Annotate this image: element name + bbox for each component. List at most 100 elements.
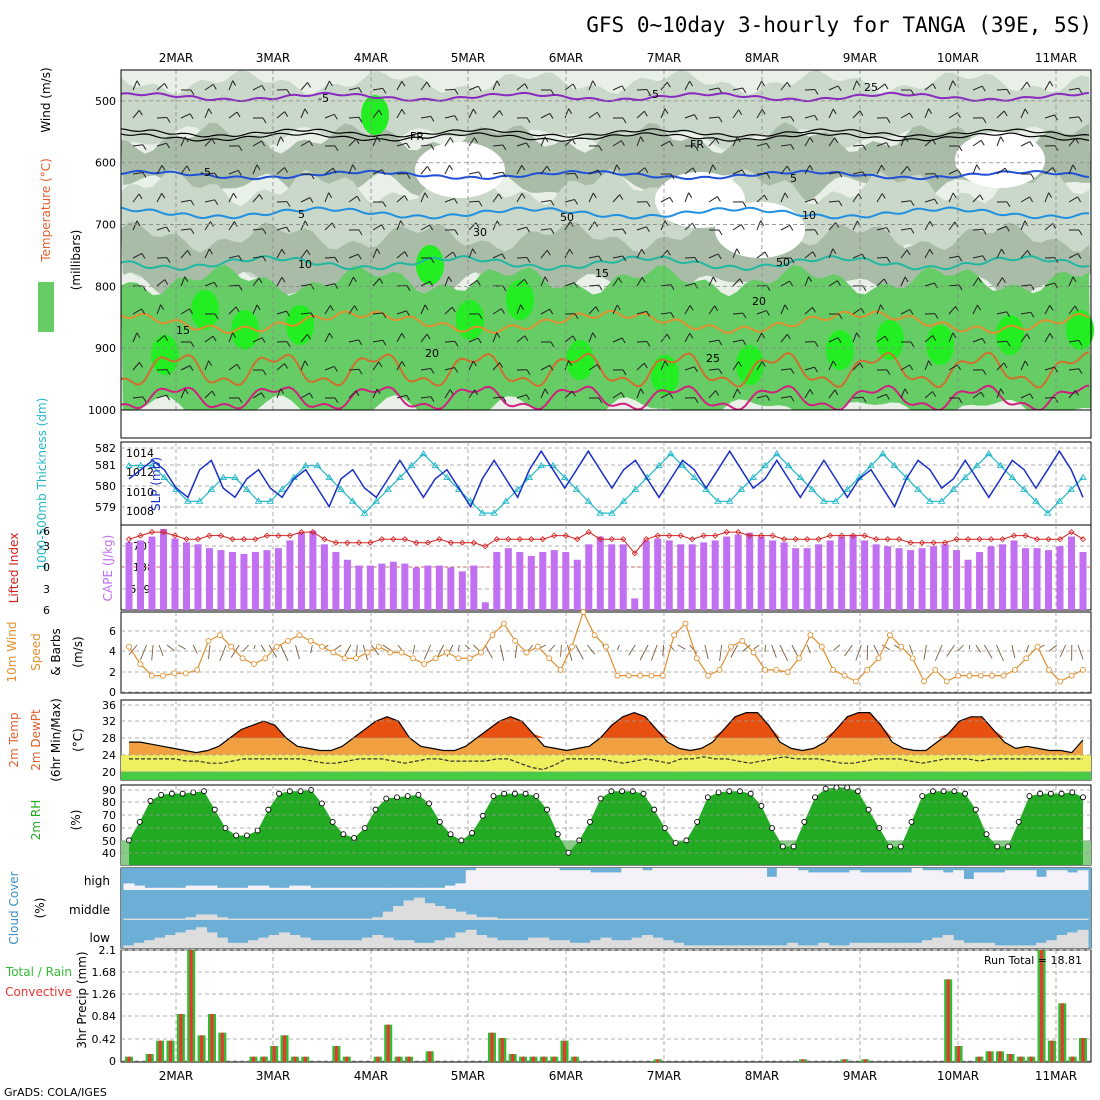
surface-barb (465, 644, 471, 650)
cloud-bar (901, 918, 913, 920)
cloud-bar (859, 872, 871, 890)
surface-barb (855, 644, 862, 661)
thickness-marker (360, 509, 369, 516)
wind-barb (1068, 164, 1074, 175)
wind-speed-marker (784, 669, 791, 676)
surface-barb (651, 644, 658, 661)
cape-bar (148, 536, 156, 610)
wind-barb (1068, 138, 1076, 147)
wind-barb (444, 306, 453, 315)
pressure-tick: 700 (95, 219, 116, 232)
wind-barb-flag (838, 171, 843, 178)
cloud-bar (849, 918, 861, 920)
wind-barb-flag (233, 221, 238, 227)
wind-barb-flag (210, 221, 214, 227)
wind-barb-flag (1029, 141, 1034, 147)
cloud-bar (590, 872, 602, 890)
surface-barb (423, 644, 432, 660)
wind-barb-flag (401, 361, 406, 367)
wind-barb (156, 165, 163, 175)
cloud-bar (123, 883, 135, 890)
wind-barb (540, 112, 551, 119)
wind-barb (396, 109, 403, 119)
cloud-bar (1025, 945, 1037, 948)
wind-barb-flag (982, 117, 987, 124)
precip-axis-label: 3hr Precip (mm) (75, 951, 89, 1048)
wind-barb-flag (184, 388, 189, 395)
surface-barb (741, 644, 751, 652)
precip-tick: 2.1 (99, 944, 117, 957)
wind-barb-flag (1078, 116, 1083, 123)
wind-barb-flag (598, 255, 603, 262)
rh-blob (456, 300, 484, 340)
cloud-bar (735, 918, 747, 920)
surface-barb (704, 644, 709, 660)
cloud-bar (237, 918, 249, 920)
wind-barb-flag (616, 304, 621, 311)
wind-barb (996, 248, 1002, 259)
surface-barb (957, 644, 964, 652)
rh-marker (940, 788, 947, 795)
wind-barb (756, 172, 768, 175)
wind-barb-flag (472, 248, 477, 254)
wind-barb (300, 334, 308, 343)
cloud-bar (932, 870, 944, 890)
cloud-bar (144, 887, 156, 890)
cloud-bar (652, 937, 664, 948)
cloud-bar (164, 935, 176, 948)
wind-barb (492, 193, 500, 203)
precip-bar-convective (563, 1040, 567, 1062)
thickness-line (129, 453, 1084, 514)
wind-speed-marker (841, 672, 848, 679)
cloud-bar (673, 918, 685, 920)
thickness-marker (584, 497, 593, 504)
wind-speed-marker (762, 666, 768, 673)
wind-barb-flag (641, 277, 646, 283)
cape-bar (516, 552, 524, 610)
rh-marker (1037, 790, 1044, 797)
cloud-bar (953, 918, 965, 920)
wind-barb-flag (310, 284, 315, 290)
lifted-marker (528, 536, 535, 543)
wind-barb (1044, 282, 1055, 287)
temp-units: (°C) (71, 728, 85, 752)
wind-barb (948, 192, 954, 203)
cloud-bar (559, 918, 571, 920)
rh-marker (1047, 790, 1054, 797)
wind-barb-flag (427, 166, 431, 172)
wind-barb (684, 332, 691, 343)
precip-bar-convective (189, 950, 193, 1062)
wind-barb-flag (236, 111, 241, 118)
wind-barb-flag (502, 144, 507, 151)
lifted-marker (1045, 536, 1052, 543)
wind-barb-flag (233, 192, 237, 199)
cloud-bar (372, 935, 384, 948)
temperature-label: Temperature (°C) (39, 158, 53, 263)
cloud-bar (973, 942, 985, 948)
wind-speed-marker (796, 655, 803, 662)
cape-bar (792, 548, 800, 610)
precip-total-label: Total / Rain (5, 965, 72, 979)
wind-barb (996, 388, 1002, 399)
cloud-bar (185, 929, 197, 948)
wind-barb (420, 115, 431, 119)
wind-barb-flag (549, 308, 554, 315)
wind-barb-flag (136, 80, 141, 87)
lifted-marker (194, 536, 202, 543)
wind-barb-flag (262, 256, 267, 262)
wind-barb-flag (1054, 257, 1059, 263)
wind-barb (204, 360, 210, 371)
cape-bar (343, 559, 351, 610)
surface-barb (457, 644, 460, 652)
lifted-marker (1079, 536, 1087, 543)
precip-bar-convective (998, 1051, 1002, 1062)
thickness-marker (973, 461, 981, 469)
wind-barb (564, 83, 574, 91)
cloud-bar (1036, 942, 1048, 948)
rh-blob (926, 325, 954, 365)
wind-barb (948, 169, 959, 175)
wind-barb (276, 226, 287, 231)
temp-band-green (121, 771, 1091, 780)
isotherm-freezing (120, 132, 1090, 142)
